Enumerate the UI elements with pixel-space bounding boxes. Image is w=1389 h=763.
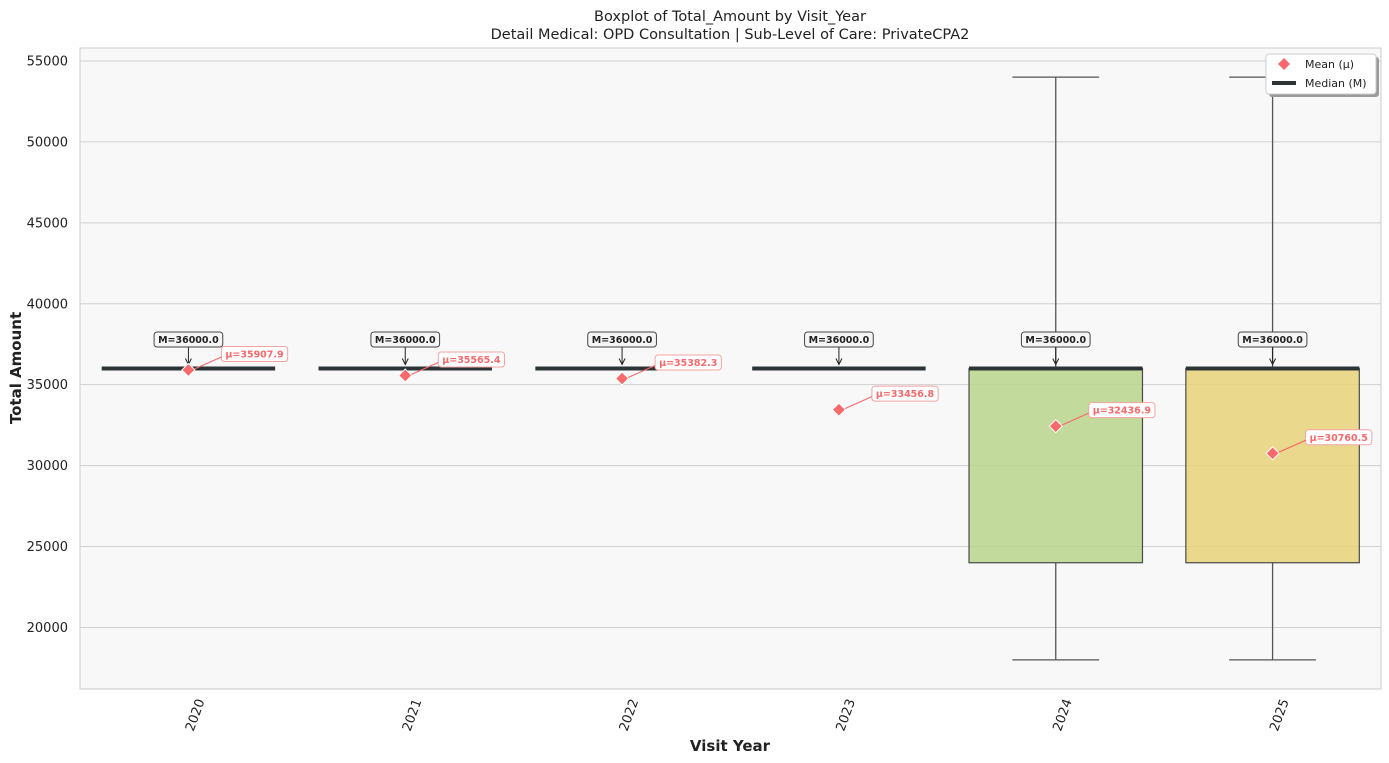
mean-marker [1048,418,1063,434]
mean-label-box [654,354,722,371]
mean-marker [181,362,196,378]
x-tick-label: 2021 [400,697,425,733]
mean-label-box [437,351,505,368]
mean-marker [398,368,413,383]
box-iqr [1185,367,1360,564]
y-tick-labels: 20000 25000 30000 35000 40000 45000 50000 55000 [27,54,68,636]
median-arrow-head [835,358,843,366]
median-arrow-head [1269,358,1277,366]
y-axis-label: Total Amount [7,312,25,424]
boxes: M=36000.0μ=35907.9M=36000.0μ=35565.4M=36… [101,76,1373,661]
mean-arrow [194,356,222,370]
mean-arrow [411,362,439,376]
median-label: M=36000.0 [809,335,870,346]
mean-label-box [1305,429,1373,446]
y-tick-label: 45000 [27,216,68,231]
mean-arrow [1278,439,1306,453]
median-label-box [804,331,874,348]
mean-arrow [627,364,656,379]
box-group-2022: M=36000.0 μ=35382.3 [535,331,722,386]
x-tick-label: 2025 [1267,697,1292,733]
mean-label-box [1088,402,1156,419]
y-tick-label: 50000 [27,135,68,150]
median-arrow-head [401,358,409,366]
median-label: M=36000.0 [1242,335,1303,346]
x-tick-label: 2024 [1050,697,1075,733]
mean-label-box [871,385,939,402]
y-tick-label: 40000 [27,297,68,312]
chart-title: Boxplot of Total_Amount by Visit_Year [594,9,866,25]
mean-label: μ=35907.9 [225,349,283,360]
mean-label: μ=35565.4 [442,355,501,366]
box-group-2021: M=36000.0 μ=35565.4 [318,331,505,383]
x-tick-label: 2022 [617,697,642,733]
legend-label: Median (M) [1305,77,1367,90]
mean-marker [831,402,847,417]
mean-label: μ=35382.3 [659,358,717,369]
mean-marker [614,371,630,386]
box-group-2020: M=36000.0 μ=35907.9 [101,331,289,378]
box-group-2023: M=36000.0 μ=33456.8 [752,331,939,417]
median-label-box [153,331,224,348]
mean-label: μ=33456.8 [876,389,935,400]
x-tick-labels: 2020 2021 2022 2023 2024 2025 [183,697,1293,733]
legend-label: Mean (μ) [1305,58,1354,71]
chart-subtitle: Detail Medical: OPD Consultation | Sub-L… [491,27,970,43]
median-label: M=36000.0 [592,335,653,346]
box-group-2025: M=36000.0 μ=30760.5 [1185,76,1373,661]
grid-lines [80,60,1381,628]
median-arrow-head [618,358,626,366]
median-label-box [587,331,657,348]
x-tick-label: 2023 [834,697,859,733]
y-tick-label: 30000 [27,459,68,474]
median-arrow-head [1052,358,1060,366]
y-tick-label: 20000 [27,621,68,636]
y-tick-label: 25000 [27,540,68,555]
mean-arrow [1061,412,1089,426]
mean-arrow [844,396,873,410]
box-iqr [968,367,1144,564]
median-label-box [370,331,441,348]
y-tick-label: 35000 [27,378,68,393]
legend-mean-marker [1278,58,1290,70]
median-label: M=36000.0 [158,335,219,346]
mean-label: μ=32436.9 [1093,406,1151,417]
legend: Mean (μ) Median (M) [1265,53,1379,97]
median-label: M=36000.0 [1025,335,1086,346]
x-tick-label: 2020 [183,697,208,733]
x-axis-label: Visit Year [690,737,771,755]
mean-label: μ=30760.5 [1310,433,1368,444]
mean-label-box [220,345,289,362]
plot-area [79,47,1382,690]
box-group-2024: M=36000.0 μ=32436.9 [968,76,1156,661]
median-label-box [1020,331,1091,348]
median-label-box [1237,331,1308,348]
mean-marker [1265,446,1280,461]
median-label: M=36000.0 [375,335,436,346]
y-tick-label: 55000 [27,54,68,69]
